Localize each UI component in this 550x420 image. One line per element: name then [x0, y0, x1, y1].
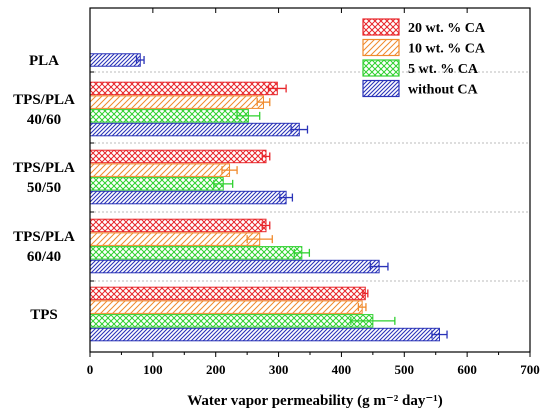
x-tick-label: 500	[395, 362, 415, 377]
error-bar	[290, 125, 309, 134]
bar-without-ca-tps-pla-40-60	[89, 122, 300, 137]
error-bar	[293, 248, 311, 257]
x-tick-label: 100	[143, 362, 163, 377]
bar-without-ca-tps-pla-60-40	[89, 259, 380, 274]
legend-swatch-10-wt-ca	[362, 38, 400, 57]
error-bar	[267, 84, 287, 93]
bar-without-ca-tps	[89, 327, 440, 342]
legend: 20 wt. % CA 10 wt. % CA 5 wt. % CA without …	[362, 18, 486, 98]
x-axis-title: Water vapor permeability (g m⁻² day⁻¹)	[187, 393, 443, 409]
bar-10-wt-ca-tps	[89, 300, 363, 314]
legend-swatch-20-wt-ca	[362, 18, 400, 36]
error-bar	[261, 152, 271, 161]
error-bar	[350, 316, 396, 325]
bar-10-wt-ca-tps-pla-60-40	[89, 232, 261, 246]
category-label: TPS/PLA	[13, 229, 75, 245]
error-bar	[369, 262, 389, 271]
bar-20-wt-ca-tps-pla-50-50	[89, 149, 267, 164]
legend-label-without-ca: without CA	[408, 83, 479, 98]
error-bar	[279, 193, 294, 202]
error-bar	[362, 289, 369, 298]
x-tick-label: 600	[457, 362, 477, 377]
error-bar	[357, 303, 367, 312]
bar-20-wt-ca-tps-pla-60-40	[89, 218, 267, 233]
legend-swatch-5-wt-ca	[362, 59, 400, 77]
category-label: 40/60	[27, 112, 61, 128]
error-bar	[431, 330, 448, 339]
category-label: 50/50	[27, 180, 61, 196]
legend-label-20-wt-ca: 20 wt. % CA	[408, 21, 486, 36]
error-bar	[236, 111, 261, 120]
bar-without-ca-pla	[89, 53, 141, 67]
category-label: TPS/PLA	[13, 160, 75, 176]
error-bar	[246, 235, 273, 244]
x-tick-label: 700	[520, 362, 540, 377]
bar-5-wt-ca-tps-pla-60-40	[89, 246, 303, 260]
bar-20-wt-ca-tps	[89, 286, 366, 301]
error-bar	[213, 179, 234, 188]
category-label: 60/40	[27, 249, 61, 265]
legend-label-5-wt-ca: 5 wt. % CA	[408, 62, 479, 77]
x-tick-label: 400	[332, 362, 352, 377]
legend-label-10-wt-ca: 10 wt. % CA	[408, 42, 486, 57]
bar-5-wt-ca-tps-pla-50-50	[89, 177, 224, 191]
error-bar	[221, 166, 238, 175]
error-bar	[135, 56, 145, 64]
error-bar	[256, 98, 271, 107]
error-bar	[261, 221, 271, 230]
x-tick-label: 200	[206, 362, 226, 377]
bar-5-wt-ca-tps-pla-40-60	[89, 109, 249, 123]
x-tick-label: 0	[87, 362, 94, 377]
x-tick-label: 300	[269, 362, 289, 377]
bar-10-wt-ca-tps-pla-40-60	[89, 95, 264, 109]
bar-10-wt-ca-tps-pla-50-50	[89, 163, 231, 177]
category-label: TPS/PLA	[13, 92, 75, 108]
category-label: PLA	[29, 53, 59, 69]
bar-without-ca-tps-pla-50-50	[89, 190, 287, 205]
bar-5-wt-ca-tps	[89, 314, 374, 328]
bar-20-wt-ca-tps-pla-40-60	[89, 81, 278, 96]
legend-swatch-without-ca	[362, 79, 400, 98]
category-label: TPS	[30, 307, 58, 323]
